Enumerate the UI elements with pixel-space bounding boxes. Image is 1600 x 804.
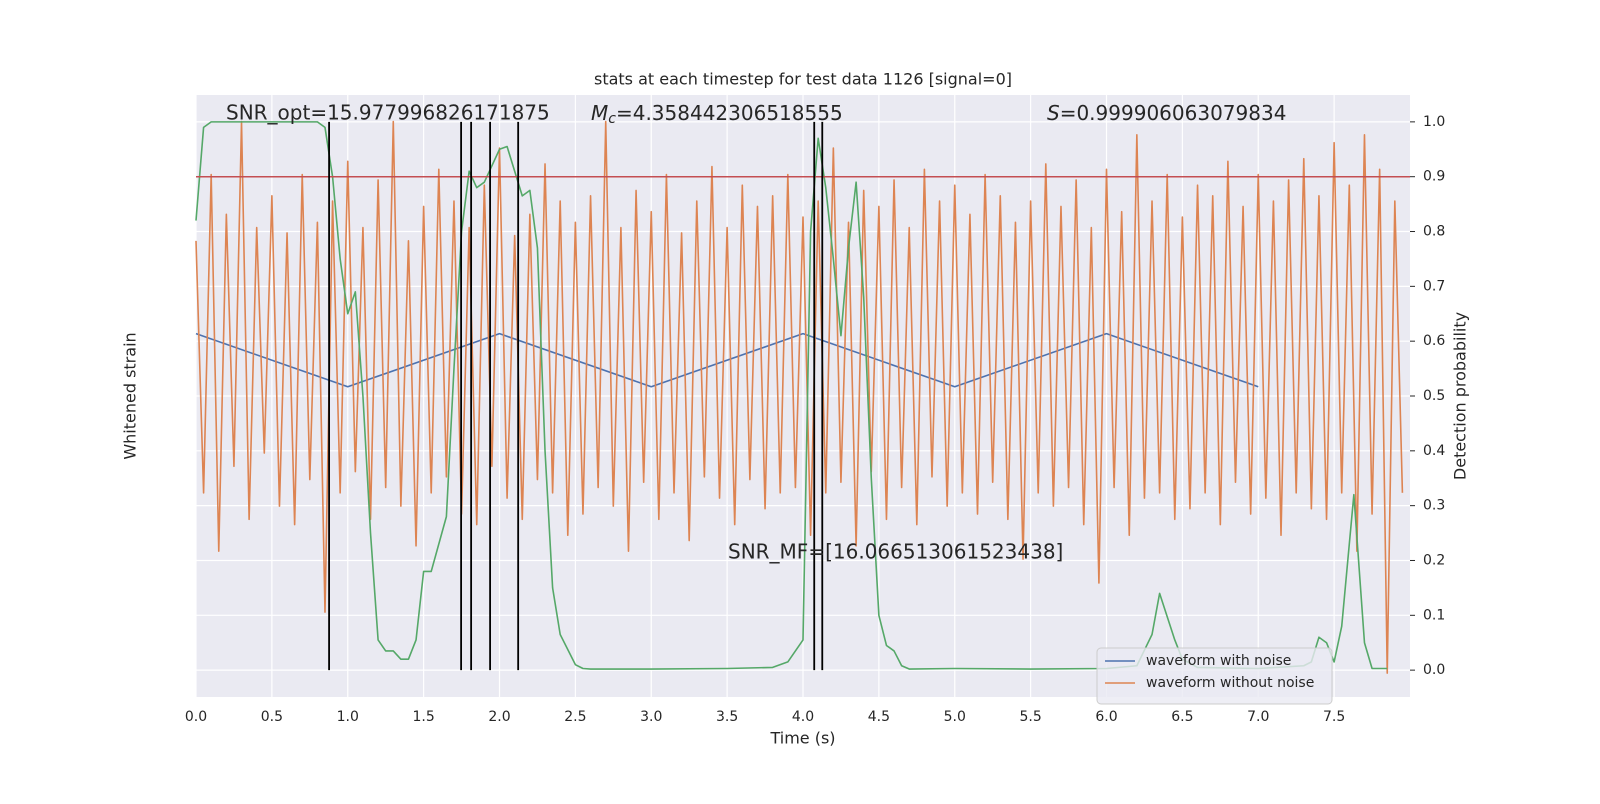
series-line [195, 121, 1388, 670]
x-tick-label: 2.0 [488, 709, 510, 725]
x-tick-label: 4.5 [868, 709, 890, 725]
x-tick-label: 6.5 [1171, 709, 1193, 725]
annotation-text: =0.999906063079834 [1060, 101, 1287, 125]
x-tick-label: 5.5 [1019, 709, 1041, 725]
annotation: Mc=4.358442306518555 [591, 101, 843, 128]
y2-tick-label: 0.6 [1423, 333, 1445, 349]
x-tick-label: 2.5 [564, 709, 586, 725]
legend: waveform with noise waveform without nois… [1096, 647, 1333, 705]
y2-tick-label: 1.0 [1423, 114, 1445, 130]
y2-tick-label: 0.4 [1423, 443, 1445, 459]
annotation: SNR_MF=[16.066513061523438] [728, 540, 1063, 564]
y2-axis-label: Detection probability [1451, 312, 1470, 480]
x-tick-label: 7.5 [1323, 709, 1345, 725]
annotation-symbol: M [591, 101, 608, 125]
y2-tick-label: 0.5 [1423, 388, 1445, 404]
y2-tick-label: 0.1 [1423, 607, 1445, 623]
legend-label: waveform without noise [1146, 675, 1314, 691]
marks [195, 120, 1410, 674]
y-axis-label: Whitened strain [121, 332, 140, 459]
annotation: S=0.999906063079834 [1047, 101, 1286, 125]
x-tick-label: 3.5 [716, 709, 738, 725]
annotation-subscript: c [608, 111, 616, 127]
y2-tick-label: 0.0 [1423, 662, 1445, 678]
legend-box [1096, 647, 1333, 705]
y2-tick-label: 0.2 [1423, 552, 1445, 568]
y2-tick-label: 0.3 [1423, 498, 1445, 514]
annotation-text: =4.358442306518555 [616, 101, 843, 125]
x-tick-label: 4.0 [792, 709, 814, 725]
x-axis-label: Time (s) [769, 729, 835, 748]
x-tick-label: 1.0 [337, 709, 359, 725]
x-tick-label: 6.0 [1095, 709, 1117, 725]
y2-tick-label: 0.8 [1423, 224, 1445, 240]
series-line [195, 120, 1404, 674]
x-tick-label: 7.0 [1247, 709, 1269, 725]
x-tick-label: 5.0 [944, 709, 966, 725]
annotation-symbol: S [1047, 101, 1060, 125]
annotation: SNR_opt=15.977996826171875 [226, 101, 550, 125]
x-tick-label: 0.0 [185, 709, 207, 725]
x-tick-label: 3.0 [640, 709, 662, 725]
x-tick-label: 0.5 [261, 709, 283, 725]
y2-tick-label: 0.7 [1423, 278, 1445, 294]
chart-title: stats at each timestep for test data 112… [594, 70, 1012, 89]
legend-label: waveform with noise [1146, 653, 1291, 669]
x-tick-label: 1.5 [412, 709, 434, 725]
y2-tick-label: 0.9 [1423, 169, 1445, 185]
